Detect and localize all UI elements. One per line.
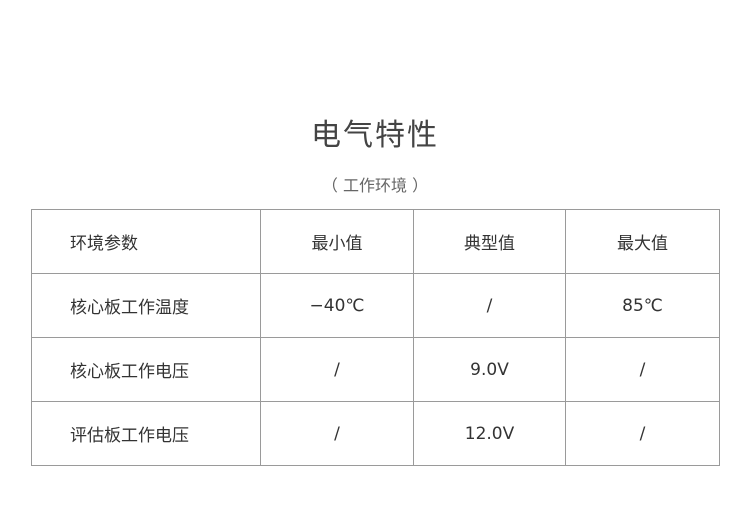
table-cell: /	[413, 273, 566, 338]
table-row: 核心板工作电压 / 9.0V /	[31, 337, 720, 402]
table-cell: 核心板工作电压	[31, 337, 261, 402]
header-cell: 典型值	[413, 209, 566, 274]
section-title: 电气特性	[311, 118, 439, 153]
table-row: 评估板工作电压 / 12.0V /	[31, 401, 720, 466]
table-cell: /	[565, 401, 720, 466]
header-cell: 最大值	[565, 209, 720, 274]
header-cell: 环境参数	[31, 209, 261, 274]
table-header-row: 环境参数 最小值 典型值 最大值	[31, 209, 720, 274]
table-cell: 评估板工作电压	[31, 401, 261, 466]
table-cell: /	[260, 401, 414, 466]
spec-table: 环境参数 最小值 典型值 最大值 核心板工作温度 −40℃ / 85℃ 核心板工…	[31, 209, 720, 466]
section-subtitle: （ 工作环境 ）	[321, 176, 429, 195]
table-cell: 核心板工作温度	[31, 273, 261, 338]
table-row: 核心板工作温度 −40℃ / 85℃	[31, 273, 720, 338]
table-cell: 85℃	[565, 273, 720, 338]
table-cell: −40℃	[260, 273, 414, 338]
header-cell: 最小值	[260, 209, 414, 274]
table-cell: /	[260, 337, 414, 402]
table-cell: /	[565, 337, 720, 402]
table-cell: 12.0V	[413, 401, 566, 466]
table-cell: 9.0V	[413, 337, 566, 402]
